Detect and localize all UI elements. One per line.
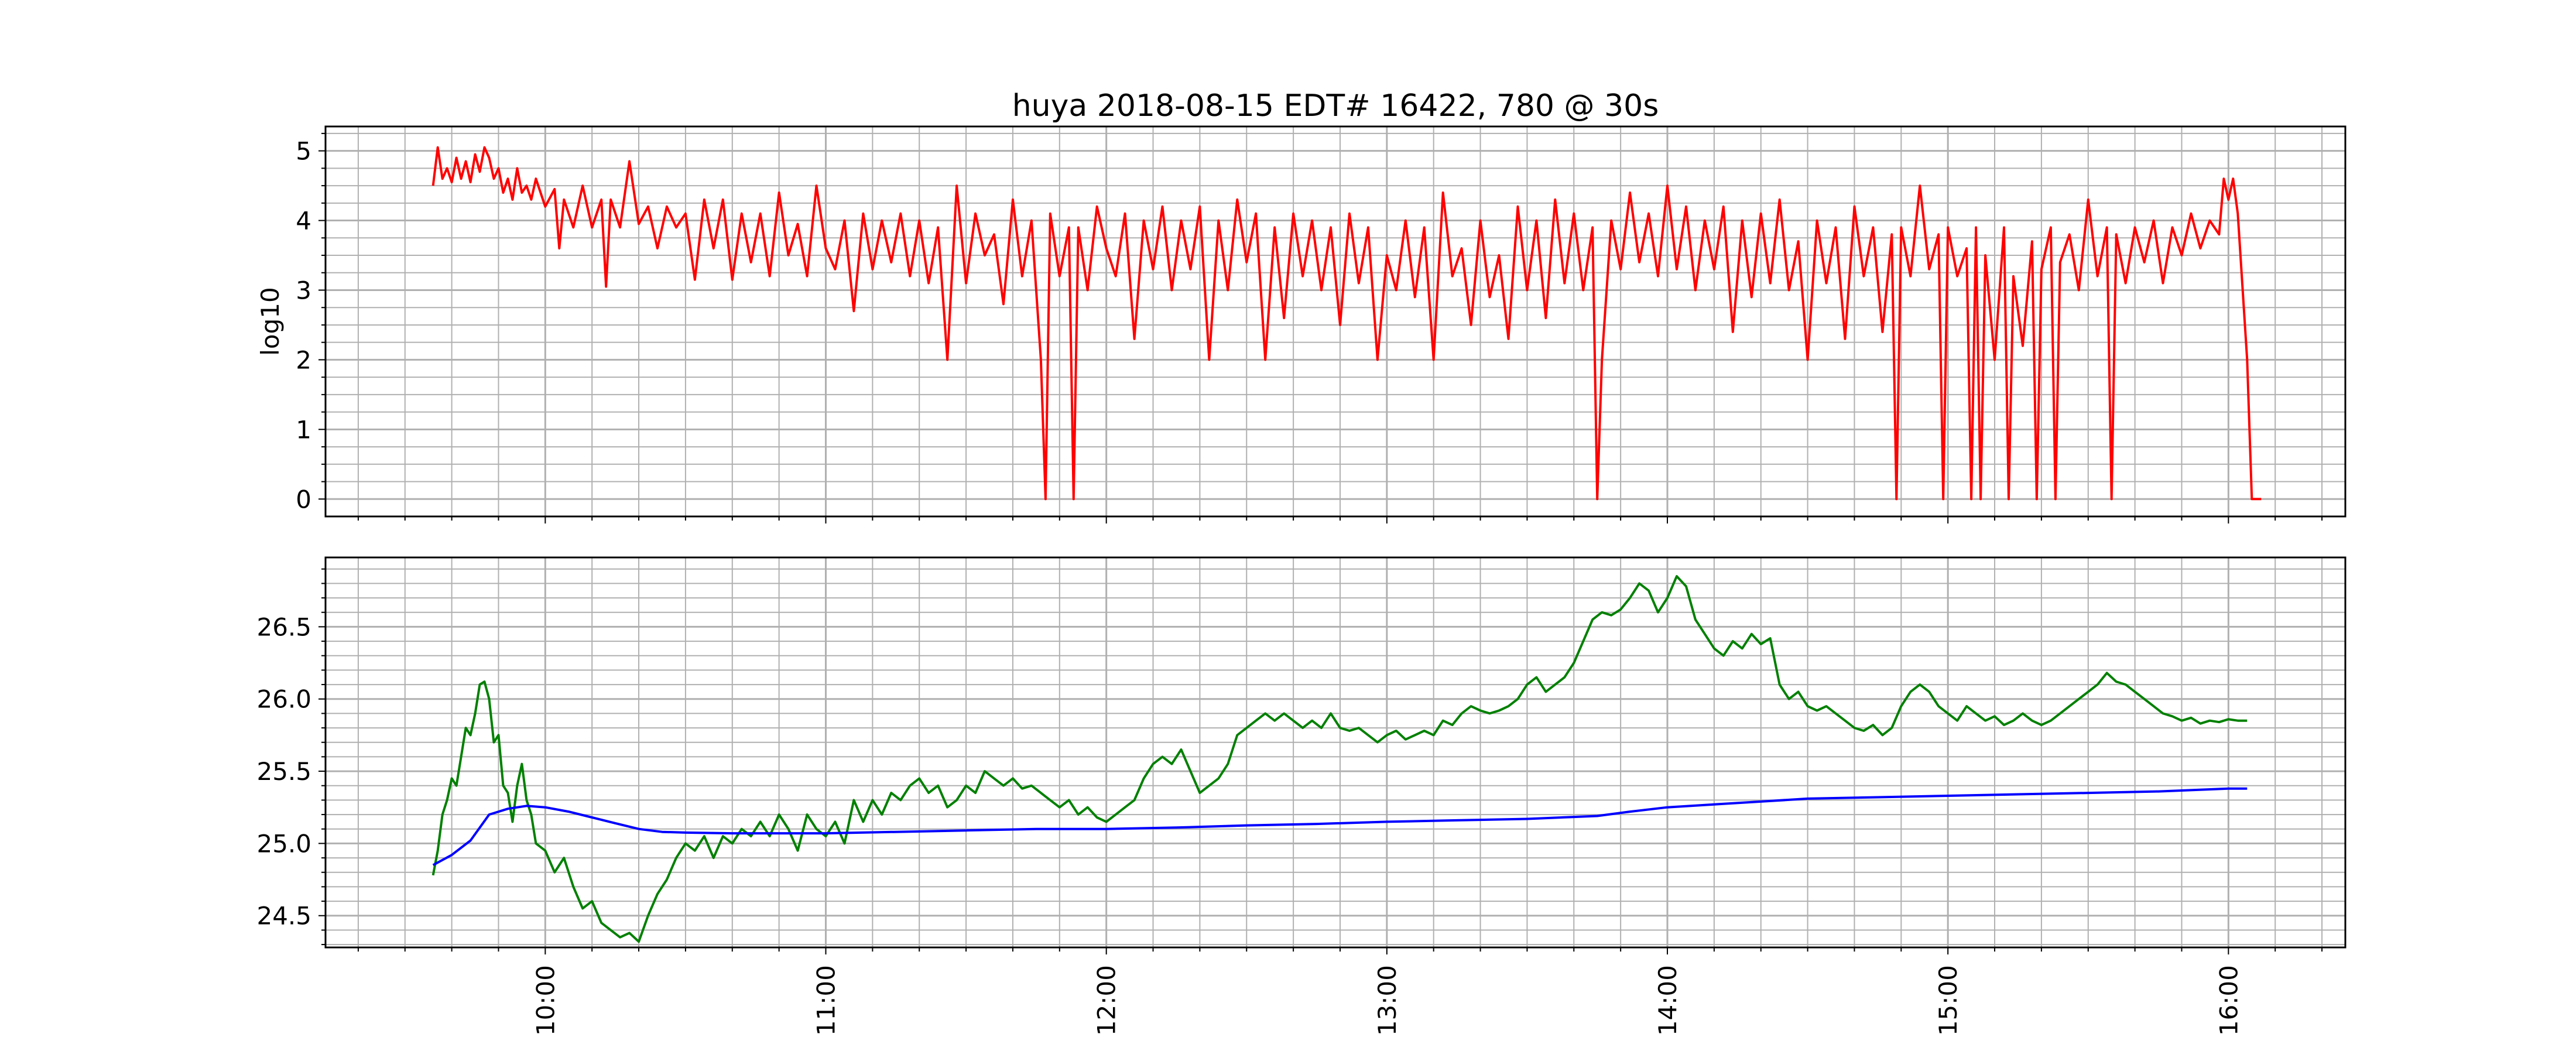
bottom-y-tick-label: 26.0: [256, 685, 311, 714]
x-tick-label: 15:00: [1934, 965, 1962, 1036]
x-tick-labels: 10:00 11:00 12:00 13:00 14:00 15:00 16:00: [531, 965, 2243, 1036]
top-y-tick-label: 5: [296, 137, 311, 166]
top-panel: 0 1 2 3 4 5 log10: [256, 125, 2347, 523]
x-tick-label: 12:00: [1092, 965, 1121, 1036]
top-y-tick-labels: 0 1 2 3 4 5: [296, 137, 311, 514]
bottom-y-tick-labels: 24.5 25.0 25.5 26.0 26.5: [256, 612, 311, 930]
top-y-tick-label: 4: [296, 207, 311, 235]
bottom-y-tick-label: 24.5: [256, 902, 311, 930]
x-tick-label: 10:00: [531, 965, 560, 1036]
bottom-y-tick-label: 26.5: [256, 612, 311, 641]
volume-series-line: [431, 146, 2262, 501]
bottom-y-tick-label: 25.5: [256, 757, 311, 786]
x-tick-label: 14:00: [1653, 965, 1682, 1036]
x-tick-label: 16:00: [2214, 965, 2243, 1036]
top-y-tick-label: 2: [296, 345, 311, 374]
top-y-axis-label: log10: [256, 287, 285, 355]
x-tick-label: 11:00: [812, 965, 841, 1036]
top-y-tick-label: 3: [296, 276, 311, 304]
bottom-y-tick-label: 25.0: [256, 829, 311, 858]
chart-title: huya 2018-08-15 EDT# 16422, 780 @ 30s: [1012, 88, 1659, 124]
top-axes-frame: [324, 125, 2347, 518]
average-series-line: [432, 787, 2248, 867]
top-y-tick-label: 0: [296, 485, 311, 514]
bottom-axes-frame: [324, 556, 2347, 949]
price-series-line: [431, 575, 2248, 943]
bottom-panel: 24.5 25.0 25.5 26.0 26.5 10:00 11:00 12:00 13:0…: [256, 556, 2347, 1036]
x-tick-label: 13:00: [1373, 965, 1402, 1036]
top-y-tick-label: 1: [296, 415, 311, 444]
